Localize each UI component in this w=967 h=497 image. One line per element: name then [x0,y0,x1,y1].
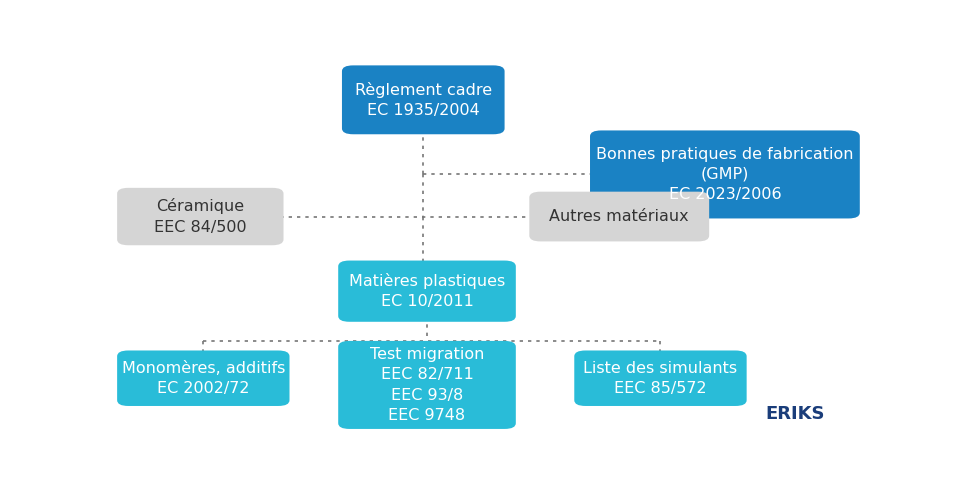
Text: Autres matériaux: Autres matériaux [549,209,689,224]
FancyBboxPatch shape [342,66,505,134]
Text: Bonnes pratiques de fabrication
(GMP)
EC 2023/2006: Bonnes pratiques de fabrication (GMP) EC… [597,147,854,202]
FancyBboxPatch shape [338,341,515,429]
FancyBboxPatch shape [590,130,860,219]
FancyBboxPatch shape [529,192,709,242]
FancyBboxPatch shape [117,188,283,245]
Text: Règlement cadre
EC 1935/2004: Règlement cadre EC 1935/2004 [355,82,492,118]
FancyBboxPatch shape [338,260,515,322]
Text: Test migration
EEC 82/711
EEC 93/8
EEC 9748: Test migration EEC 82/711 EEC 93/8 EEC 9… [369,347,484,423]
Text: Liste des simulants
EEC 85/572: Liste des simulants EEC 85/572 [583,360,738,396]
Text: Matières plastiques
EC 10/2011: Matières plastiques EC 10/2011 [349,273,505,309]
Text: ERIKS: ERIKS [766,405,825,423]
Text: Céramique
EEC 84/500: Céramique EEC 84/500 [154,198,247,235]
FancyBboxPatch shape [117,350,289,406]
Text: Monomères, additifs
EC 2002/72: Monomères, additifs EC 2002/72 [122,360,285,396]
FancyBboxPatch shape [574,350,747,406]
